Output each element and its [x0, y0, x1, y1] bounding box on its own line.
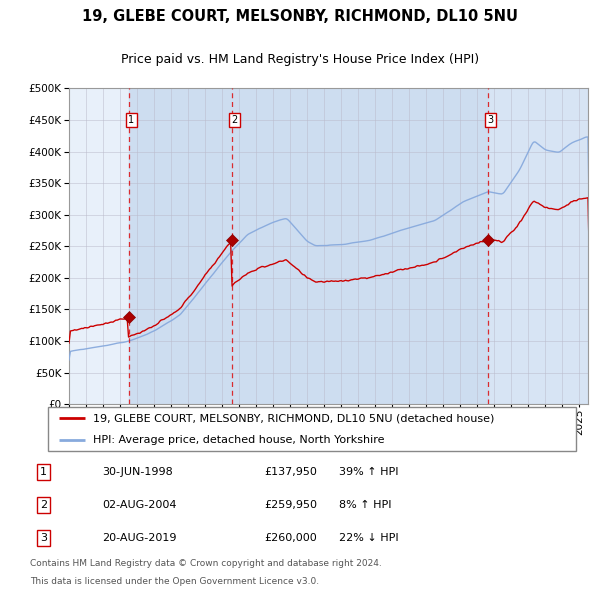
Text: £260,000: £260,000: [264, 533, 317, 543]
Text: 2: 2: [40, 500, 47, 510]
Text: 19, GLEBE COURT, MELSONBY, RICHMOND, DL10 5NU (detached house): 19, GLEBE COURT, MELSONBY, RICHMOND, DL1…: [93, 413, 494, 423]
Text: This data is licensed under the Open Government Licence v3.0.: This data is licensed under the Open Gov…: [30, 578, 319, 586]
Text: 2: 2: [232, 115, 238, 125]
Bar: [488, 88, 588, 404]
Text: 1: 1: [40, 467, 47, 477]
Text: Price paid vs. HM Land Registry's House Price Index (HPI): Price paid vs. HM Land Registry's House …: [121, 53, 479, 66]
Text: Contains HM Land Registry data © Crown copyright and database right 2024.: Contains HM Land Registry data © Crown c…: [30, 559, 382, 568]
Text: HPI: Average price, detached house, North Yorkshire: HPI: Average price, detached house, Nort…: [93, 435, 385, 445]
Text: 8% ↑ HPI: 8% ↑ HPI: [339, 500, 392, 510]
Text: 39% ↑ HPI: 39% ↑ HPI: [339, 467, 398, 477]
Text: 30-JUN-1998: 30-JUN-1998: [102, 467, 173, 477]
Bar: [232, 88, 488, 404]
Text: £259,950: £259,950: [264, 500, 317, 510]
Text: 3: 3: [40, 533, 47, 543]
Text: 3: 3: [488, 115, 494, 125]
Text: 20-AUG-2019: 20-AUG-2019: [102, 533, 176, 543]
Text: 19, GLEBE COURT, MELSONBY, RICHMOND, DL10 5NU: 19, GLEBE COURT, MELSONBY, RICHMOND, DL1…: [82, 9, 518, 24]
Text: 02-AUG-2004: 02-AUG-2004: [102, 500, 176, 510]
Text: 1: 1: [128, 115, 134, 125]
Text: £137,950: £137,950: [264, 467, 317, 477]
Bar: [128, 88, 232, 404]
Text: 22% ↓ HPI: 22% ↓ HPI: [339, 533, 399, 543]
FancyBboxPatch shape: [48, 407, 576, 451]
